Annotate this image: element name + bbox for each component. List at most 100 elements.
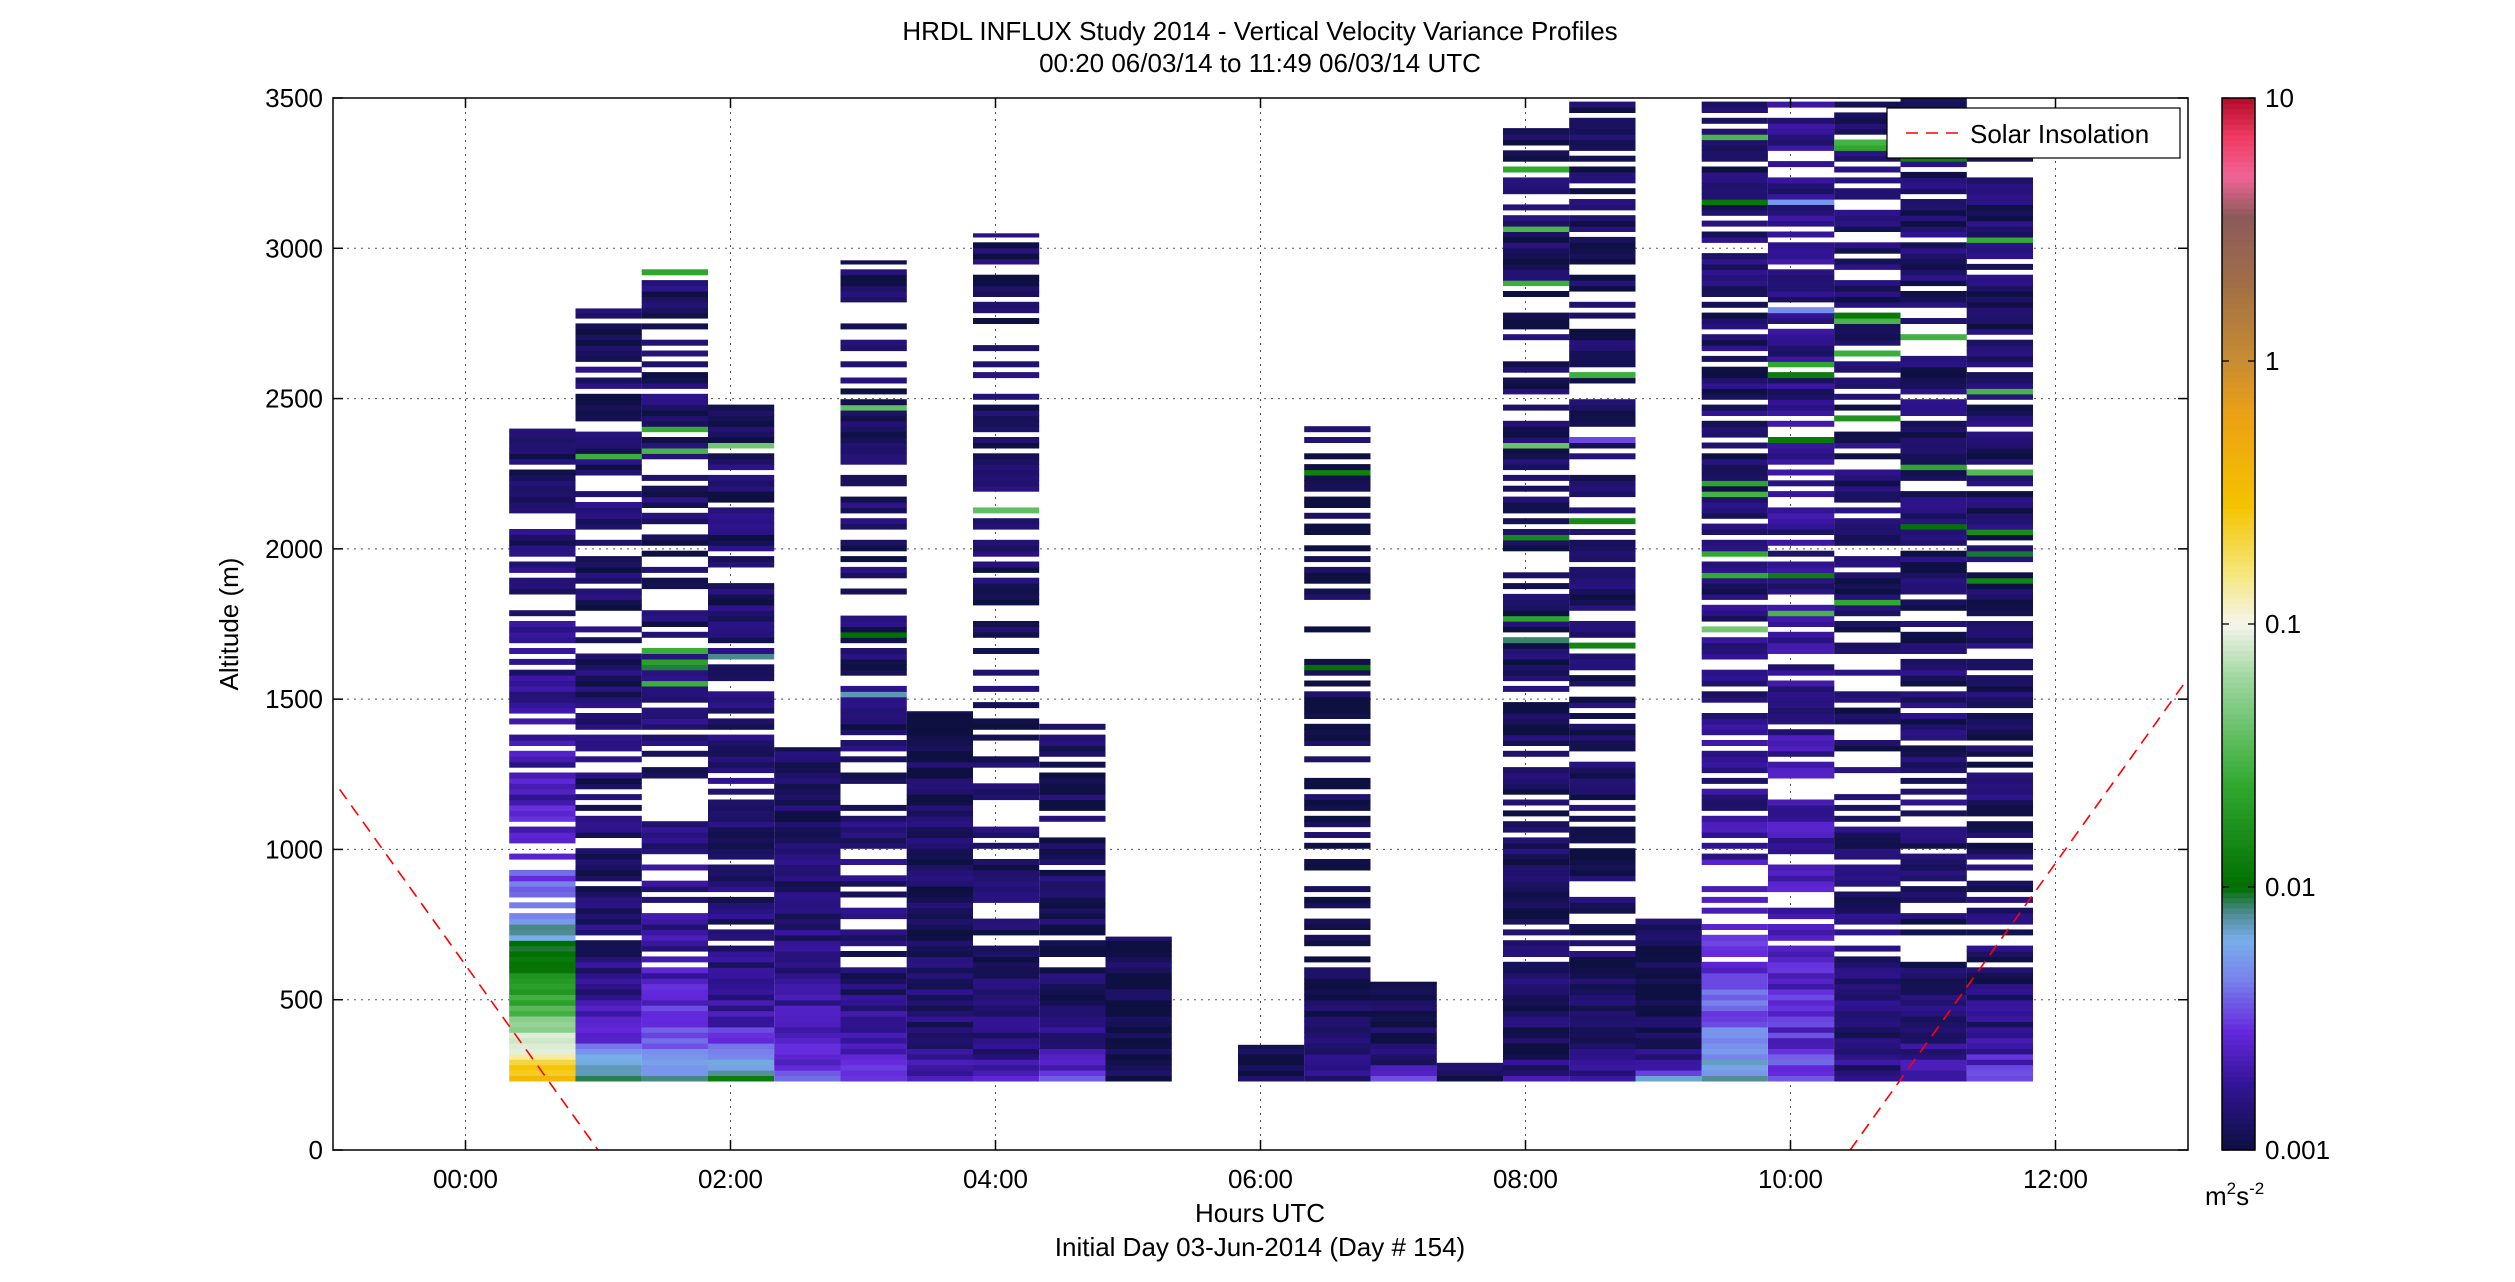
heatmap-cell [1768,117,1835,124]
heatmap-cell [1569,453,1636,460]
heatmap-cell [509,631,576,638]
heatmap-cell [1569,345,1636,352]
heatmap-cell [1966,480,2033,487]
heatmap-cell [774,924,841,930]
heatmap-cell [1834,350,1901,357]
colorbar-segment [2222,660,2255,667]
heatmap-cell [973,453,1040,460]
heatmap-cell [1768,334,1835,341]
heatmap-cell [509,474,576,481]
heatmap-cell [641,577,708,584]
heatmap-cell [1569,767,1636,774]
colorbar-segment [2222,865,2255,872]
heatmap-cell [1569,372,1636,379]
heatmap-cell [1569,723,1636,730]
heatmap-cell [1768,182,1835,189]
heatmap-cell [1966,1075,2033,1082]
heatmap-cell [840,437,907,443]
heatmap-cell [1834,907,1901,914]
heatmap-cell [1900,464,1967,471]
heatmap-cell [1966,1032,2033,1039]
heatmap-cell [1569,339,1636,346]
heatmap-cell [708,512,775,519]
heatmap-cell [1569,404,1636,411]
colorbar-segment [2222,560,2255,567]
heatmap-cell [1569,815,1636,822]
heatmap-cell [708,653,775,660]
heatmap-cell [973,539,1040,546]
heatmap-cell [1768,480,1835,487]
heatmap-cell [774,783,841,790]
heatmap-cell [1834,961,1901,968]
heatmap-cell [575,593,642,600]
heatmap-cell [774,999,841,1006]
heatmap-cell [1635,1032,1702,1039]
heatmap-cell [1304,1064,1371,1071]
heatmap-cell [575,777,642,784]
heatmap-cell [774,821,841,828]
heatmap-cell [1768,1005,1835,1012]
heatmap-cell [906,913,973,920]
heatmap-cell [509,529,576,535]
heatmap-cell [1966,253,2033,260]
heatmap-cell [1039,988,1106,995]
heatmap-cell [1635,1026,1702,1033]
heatmap-cell [1834,485,1901,492]
heatmap-cell [1900,161,1967,168]
heatmap-cell [1569,734,1636,741]
colorbar-segment [2222,634,2255,641]
heatmap-cell [1503,621,1570,627]
heatmap-cell [1635,961,1702,968]
heatmap-cell [1503,382,1570,389]
heatmap-cell [1768,956,1835,963]
colorbar-segment [2222,413,2255,420]
heatmap-cell [1701,951,1768,957]
heatmap-cell [1768,199,1835,205]
heatmap-cell [1966,978,2033,985]
heatmap-cell [708,1021,775,1028]
heatmap-cell [1966,1026,2033,1033]
heatmap-cell [1635,994,1702,1001]
heatmap-cell [1569,215,1636,222]
heatmap-cell [1966,956,2033,963]
heatmap-cell [1569,280,1636,287]
heatmap-cell [1503,269,1570,276]
heatmap-cell [1635,1015,1702,1022]
heatmap-cell [1900,750,1967,757]
heatmap-cell [509,1026,576,1033]
heatmap-cell [906,1064,973,1071]
heatmap-cell [1304,426,1371,433]
colorbar-segment [2222,934,2255,941]
colorbar-segment [2222,1134,2255,1141]
heatmap-cell [509,832,576,838]
heatmap-cell [575,323,642,330]
heatmap-cell [1503,875,1570,882]
colorbar-tick-label: 10 [2265,83,2294,113]
heatmap-cell [1768,296,1835,303]
heatmap-cell [1900,777,1967,784]
heatmap-cell [509,577,576,584]
heatmap-cell [1768,209,1835,216]
heatmap-cell [1701,653,1768,660]
heatmap-cell [840,967,907,974]
heatmap-cell [1768,621,1835,627]
heatmap-cell [1503,896,1570,903]
y-tick-label: 1000 [265,834,323,864]
heatmap-cell [1834,507,1901,514]
heatmap-cell [1569,729,1636,736]
heatmap-cell [1039,983,1106,990]
heatmap-cell [1768,864,1835,871]
heatmap-cell [1503,1026,1570,1033]
heatmap-cell [1900,723,1967,730]
heatmap-cell [1701,626,1768,633]
colorbar-segment [2222,229,2255,236]
y-axis-label: Altitude (m) [214,558,244,691]
heatmap-cell [575,734,642,741]
heatmap-cell [1768,144,1835,151]
heatmap-cell [708,637,775,644]
heatmap-cell [1503,1075,1570,1082]
heatmap-cell [1834,842,1901,849]
colorbar-unit-label: m2s-2 [2205,1179,2264,1211]
heatmap-cell [1503,902,1570,909]
colorbar-segment [2222,250,2255,257]
